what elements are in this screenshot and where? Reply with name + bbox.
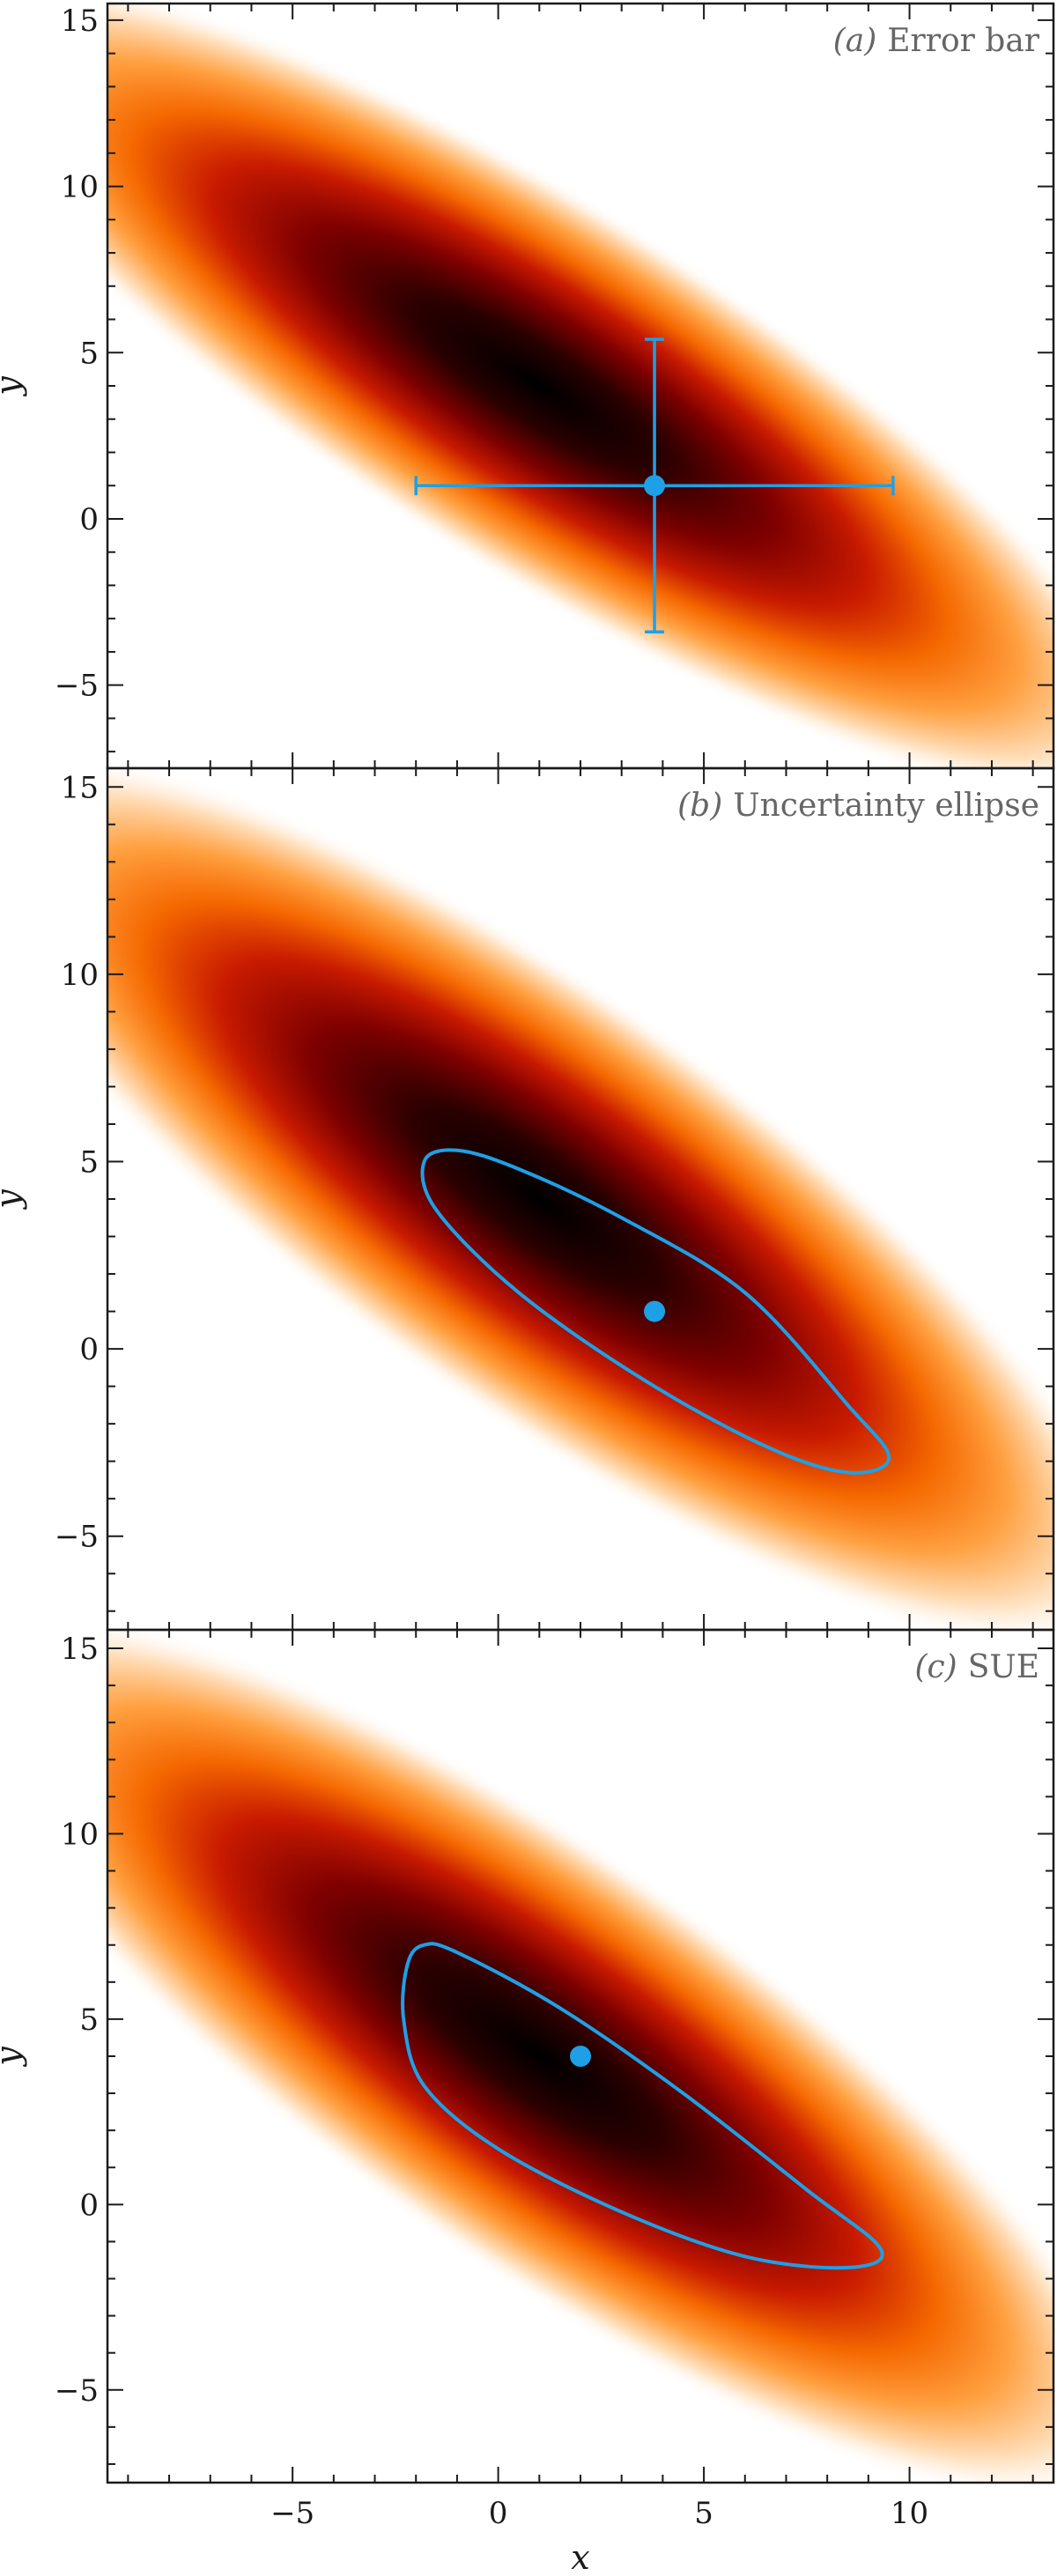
density-map-c [107,1630,1053,2483]
y-tick-label: 15 [61,770,99,805]
y-tick-label: −5 [55,669,99,704]
y-tick-label: 10 [61,958,99,993]
panel-title-a: (a) Error bar [833,23,1040,59]
x-tick-label: 0 [489,2496,508,2531]
y-axis-label-b: y [0,1189,27,1210]
y-tick-label: 10 [61,170,99,205]
estimate-point-b [644,1300,666,1322]
density-map-b [107,768,1053,1630]
y-tick-label: 15 [61,1632,99,1667]
x-tick-labels-c: −5 0 5 10 [270,2496,928,2531]
panel-letter-c: (c) [914,1649,957,1685]
density-map-a [107,4,1053,768]
panel-title-text-a: Error bar [887,23,1040,59]
x-axis-label: x [571,2538,589,2576]
y-tick-label: −5 [55,2373,99,2409]
y-tick-labels-c: −5 0 5 10 15 [55,1632,99,2409]
uncertainty-ellipse [420,1148,891,1475]
y-tick-label: 0 [79,502,99,537]
density-blob-c [107,1630,1053,2483]
x-tick-label: 10 [891,2496,928,2531]
y-axis-label-c: y [0,2047,27,2068]
y-axis-label-a: y [0,376,27,397]
y-tick-label: 5 [79,2002,99,2038]
panel-b: −5 0 5 10 15 y (b) Uncertainty ellipse [0,766,1055,1632]
y-tick-label: 0 [79,2187,99,2223]
estimate-point-a [644,475,666,497]
panel-title-text-c: SUE [968,1649,1039,1685]
y-tick-label: 0 [79,1332,99,1367]
ticks-b [107,768,1053,1630]
x-tick-label: 5 [694,2496,713,2531]
y-tick-label: −5 [55,1520,99,1555]
y-tick-label: 5 [79,1144,99,1180]
panel-title-c: (c) SUE [914,1649,1039,1685]
sue-contour [401,1942,884,2270]
y-tick-label: 5 [79,336,99,371]
density-blob-b [107,768,1053,1630]
y-tick-labels-b: −5 0 5 10 15 [55,770,99,1554]
ticks-c [107,1630,1053,2483]
y-tick-labels-a: −5 0 5 10 15 [55,4,99,704]
ticks-a [107,4,1053,768]
density-blob-a [107,4,1053,768]
x-tick-label: −5 [270,2496,314,2531]
panel-letter-a: (a) [833,23,877,59]
y-tick-label: 10 [61,1817,99,1852]
estimate-point-c [570,2046,591,2067]
panel-title-b: (b) Uncertainty ellipse [677,788,1039,824]
panel-title-text-b: Uncertainty ellipse [733,788,1039,824]
y-tick-label: 15 [61,4,99,39]
panel-c: −5 0 5 10 15 −5 0 5 10 y x (c) SUE [0,1628,1055,2576]
panel-letter-b: (b) [677,788,722,824]
